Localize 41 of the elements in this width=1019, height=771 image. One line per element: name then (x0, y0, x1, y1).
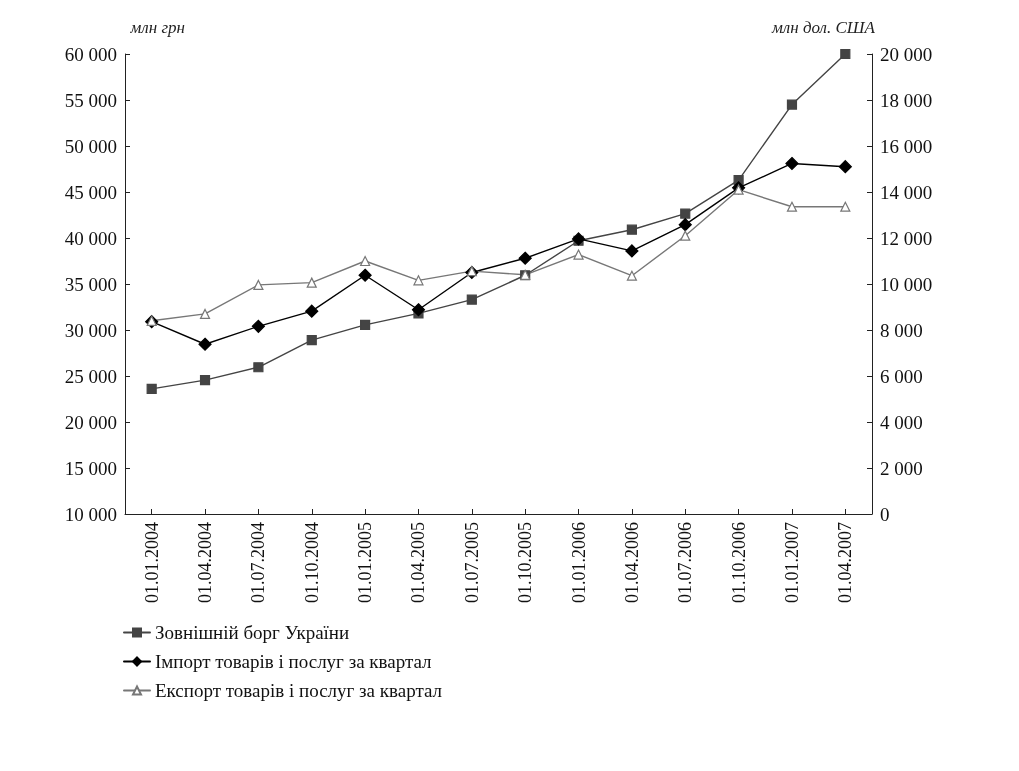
x-tick-label: 01.07.2005 (461, 522, 482, 603)
y-tick-label: 15 000 (64, 457, 117, 479)
x-tick-label: 01.04.2004 (195, 522, 216, 603)
x-tick-label: 01.10.2006 (728, 522, 749, 603)
y-tick-label: 40 000 (64, 227, 117, 249)
legend-label: Експорт товарів і послуг за квартал (155, 680, 443, 701)
x-tick-label: 01.07.2004 (248, 522, 269, 603)
y2-tick-label: 18 000 (880, 89, 933, 111)
y2-tick-label: 10 000 (880, 273, 933, 295)
legend-label: Зовнішній борг України (155, 622, 350, 643)
x-tick-label: 01.10.2004 (301, 522, 322, 603)
y2-axis-title: млн дол. США (771, 18, 876, 37)
y2-tick-label: 12 000 (880, 227, 933, 249)
x-tick-label: 01.01.2005 (355, 522, 376, 603)
x-tick-label: 01.10.2005 (515, 522, 536, 603)
x-tick-label: 01.04.2006 (621, 522, 642, 603)
y2-tick-label: 20 000 (880, 43, 933, 65)
y2-tick-label: 16 000 (880, 135, 933, 157)
y2-tick-label: 14 000 (880, 181, 933, 203)
y-tick-label: 35 000 (64, 273, 117, 295)
x-tick-label: 01.01.2007 (781, 522, 802, 603)
x-tick-label: 01.01.2006 (568, 522, 589, 603)
y-tick-label: 30 000 (64, 319, 117, 341)
x-tick-label: 01.04.2005 (408, 522, 429, 603)
legend-label: Імпорт товарів і послуг за квартал (155, 651, 433, 672)
x-tick-label: 01.01.2004 (141, 522, 162, 603)
y-tick-label: 10 000 (64, 503, 117, 525)
y-tick-label: 55 000 (64, 89, 117, 111)
x-tick-label: 01.07.2006 (675, 522, 696, 603)
y-tick-label: 20 000 (64, 411, 117, 433)
y2-tick-label: 8 000 (880, 319, 923, 341)
y2-tick-label: 6 000 (880, 365, 923, 387)
y-axis-title: млн грн (129, 18, 185, 37)
y-tick-label: 50 000 (64, 135, 117, 157)
y-tick-label: 60 000 (64, 43, 117, 65)
y2-tick-label: 4 000 (880, 411, 923, 433)
y-tick-label: 25 000 (64, 365, 117, 387)
y2-tick-label: 0 (880, 503, 890, 525)
y-tick-label: 45 000 (64, 181, 117, 203)
x-tick-label: 01.04.2007 (835, 522, 856, 603)
y2-tick-label: 2 000 (880, 457, 923, 479)
